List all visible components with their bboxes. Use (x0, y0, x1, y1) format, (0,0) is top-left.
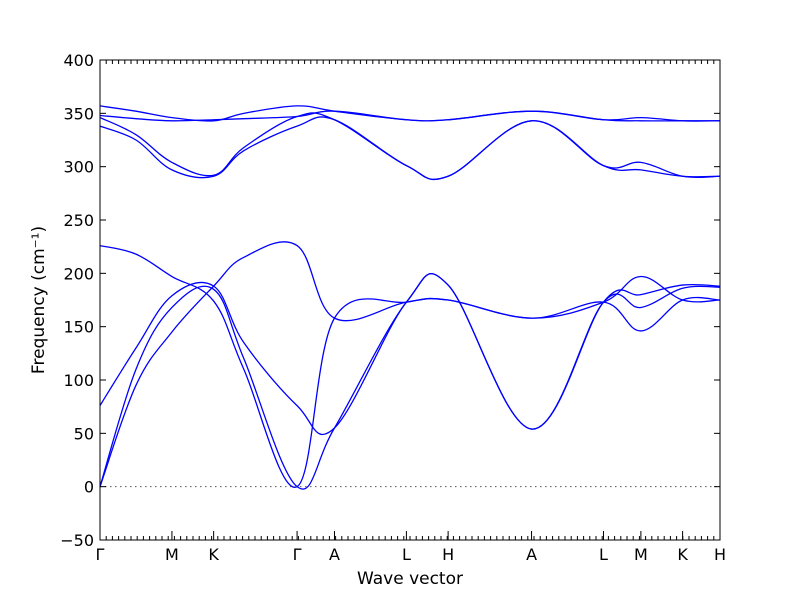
x-tick-label: H (714, 545, 726, 564)
band-line-2 (99, 272, 721, 490)
band-line-8 (99, 105, 721, 122)
y-tick-label: −50 (60, 531, 94, 550)
x-tick-label: Γ (96, 545, 105, 564)
y-axis-label: Frequency (cm⁻¹) (29, 226, 49, 374)
x-tick-label: H (442, 545, 454, 564)
x-tick-label: L (599, 545, 608, 564)
y-tick-label: 300 (63, 158, 94, 177)
x-tick-label: L (402, 545, 411, 564)
x-tick-label: K (208, 545, 219, 564)
band-line-5 (99, 116, 721, 181)
y-tick-label: 200 (63, 264, 94, 283)
x-tick-label: M (634, 545, 648, 564)
band-line-1 (99, 241, 721, 487)
x-tick-label: A (526, 545, 537, 564)
y-axis: −50 0 50 100 150 200 250 300 350 400 (60, 51, 720, 550)
band-lines (99, 105, 721, 490)
x-tick-label: K (677, 545, 688, 564)
x-tick-label: M (165, 545, 179, 564)
band-line-6 (99, 112, 721, 181)
band-line-3 (99, 272, 721, 436)
x-axis-label: Wave vector (357, 569, 463, 589)
y-tick-label: 250 (63, 211, 94, 230)
x-tick-label: Γ (293, 545, 302, 564)
band-line-4 (99, 244, 721, 488)
y-tick-label: 50 (74, 424, 94, 443)
y-tick-label: 100 (63, 371, 94, 390)
x-tick-label: A (329, 545, 340, 564)
y-tick-label: 400 (63, 51, 94, 70)
y-tick-label: 350 (63, 104, 94, 123)
y-tick-label: 150 (63, 318, 94, 337)
y-tick-label: 0 (84, 478, 94, 497)
